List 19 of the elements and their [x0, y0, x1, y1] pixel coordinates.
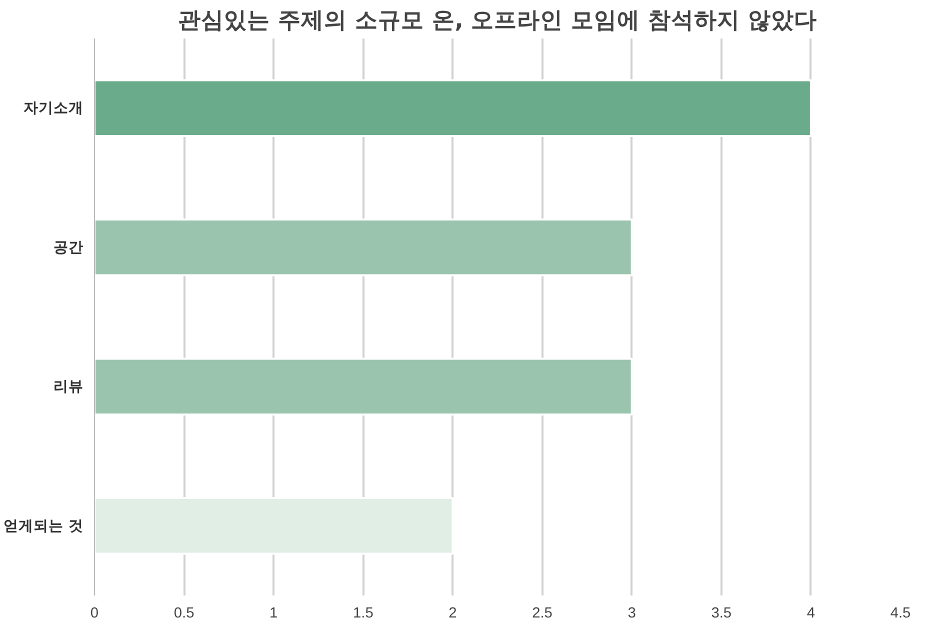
bar [94, 497, 454, 555]
x-tick-label: 2 [448, 606, 457, 622]
x-tick-label: 4.5 [890, 606, 911, 622]
y-tick-label: 공간 [54, 238, 84, 256]
bar [94, 218, 633, 276]
x-tick-label: 0.5 [174, 606, 194, 622]
x-tick-label: 0 [90, 606, 99, 622]
bar [94, 358, 633, 416]
y-tick-label: 얻게되는 것 [3, 517, 84, 534]
x-tick-label: 3 [628, 606, 636, 622]
x-tick-label: 1.5 [352, 606, 374, 622]
x-tick-label: 3.5 [711, 606, 732, 622]
x-tick-label: 2.5 [532, 606, 552, 622]
x-tick-label: 4 [806, 606, 816, 622]
y-tick-label: 자기소개 [24, 100, 84, 117]
chart-title: 관심있는 주제의 소규모 온, 오프라인 모임에 참석하지 않았다 [178, 8, 817, 34]
y-tick-label: 리뷰 [54, 378, 84, 396]
bar [94, 79, 812, 137]
x-tick-label: 1 [270, 606, 278, 622]
